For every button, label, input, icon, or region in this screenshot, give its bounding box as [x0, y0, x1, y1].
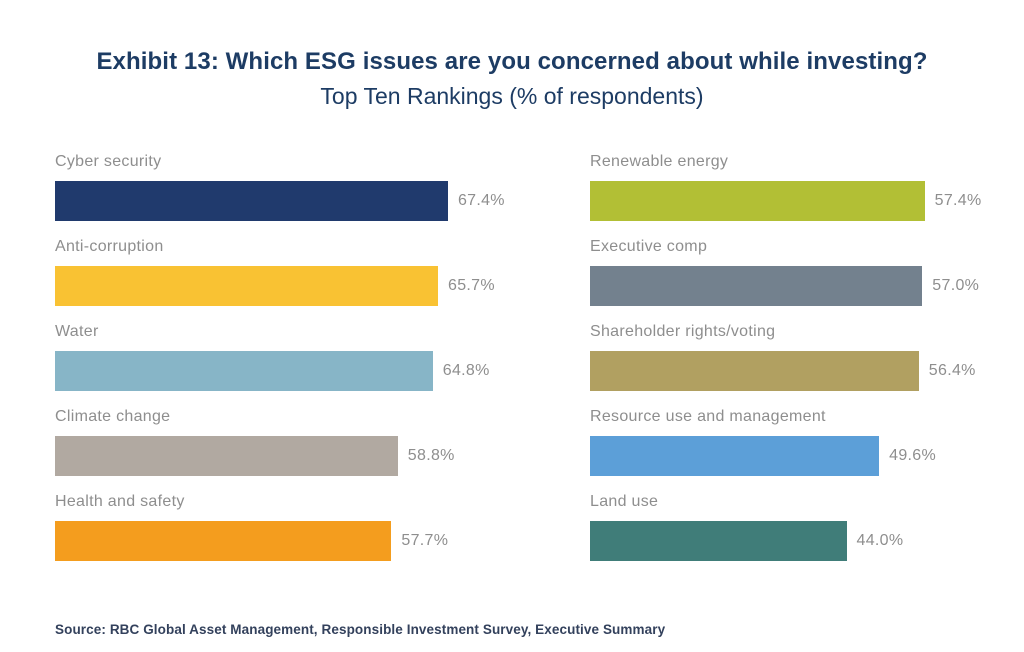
chart-row: Shareholder rights/voting 56.4%: [590, 322, 1024, 391]
bar-value: 64.8%: [442, 362, 490, 379]
bar-label: Water: [55, 323, 99, 340]
bar-value: 57.4%: [934, 192, 982, 209]
bar-value: 58.8%: [407, 447, 455, 464]
chart-row: Cyber security 67.4%: [55, 152, 555, 221]
bar: [55, 181, 448, 221]
bar-label: Climate change: [55, 408, 171, 425]
page-title: Exhibit 13: Which ESG issues are you con…: [96, 48, 928, 75]
bar-value: 67.4%: [457, 192, 505, 209]
bar-track: 57.4%: [590, 181, 1024, 221]
bar: [55, 436, 398, 476]
chart-row: Anti-corruption 65.7%: [55, 237, 555, 306]
bar-track: 67.4%: [55, 181, 555, 221]
source-note: Source: RBC Global Asset Management, Res…: [55, 622, 666, 637]
chart-row: Land use 44.0%: [590, 492, 1024, 561]
bar-label: Cyber security: [55, 153, 162, 170]
bar: [55, 351, 433, 391]
bar: [590, 181, 925, 221]
bar: [590, 351, 919, 391]
bar-track: 56.4%: [590, 351, 1024, 391]
bar-value: 44.0%: [856, 532, 904, 549]
chart-header: Exhibit 13: Which ESG issues are you con…: [0, 44, 1024, 113]
chart-row: Climate change 58.8%: [55, 407, 555, 476]
bar-value: 49.6%: [889, 447, 937, 464]
chart-column-right: Renewable energy 57.4% Executive comp 57…: [590, 152, 1024, 577]
bar-value: 56.4%: [928, 362, 976, 379]
bar-label: Resource use and management: [590, 408, 826, 425]
bar: [590, 436, 880, 476]
bar-label: Renewable energy: [590, 153, 729, 170]
chart-row: Resource use and management 49.6%: [590, 407, 1024, 476]
bar-value: 57.0%: [932, 277, 980, 294]
bar-track: 49.6%: [590, 436, 1024, 476]
chart-column-left: Cyber security 67.4% Anti-corruption 65.…: [55, 152, 555, 577]
chart-row: Health and safety 57.7%: [55, 492, 555, 561]
bar-label: Anti-corruption: [55, 238, 164, 255]
bar-label: Executive comp: [590, 238, 708, 255]
bar: [590, 521, 847, 561]
chart-row: Renewable energy 57.4%: [590, 152, 1024, 221]
bar: [55, 521, 392, 561]
bar-track: 65.7%: [55, 266, 555, 306]
bar-label: Shareholder rights/voting: [590, 323, 776, 340]
chart-row: Executive comp 57.0%: [590, 237, 1024, 306]
bar-track: 44.0%: [590, 521, 1024, 561]
bar-value: 65.7%: [448, 277, 495, 294]
bar-label: Health and safety: [55, 493, 185, 510]
bar-value: 57.7%: [401, 532, 449, 549]
chart-row: Water 64.8%: [55, 322, 555, 391]
bar-track: 57.0%: [590, 266, 1024, 306]
page-subtitle: Top Ten Rankings (% of respondents): [320, 83, 704, 109]
bar-track: 57.7%: [55, 521, 555, 561]
bar: [55, 266, 439, 306]
bar-label: Land use: [590, 493, 659, 510]
bar-track: 64.8%: [55, 351, 555, 391]
bar: [590, 266, 923, 306]
bar-track: 58.8%: [55, 436, 555, 476]
